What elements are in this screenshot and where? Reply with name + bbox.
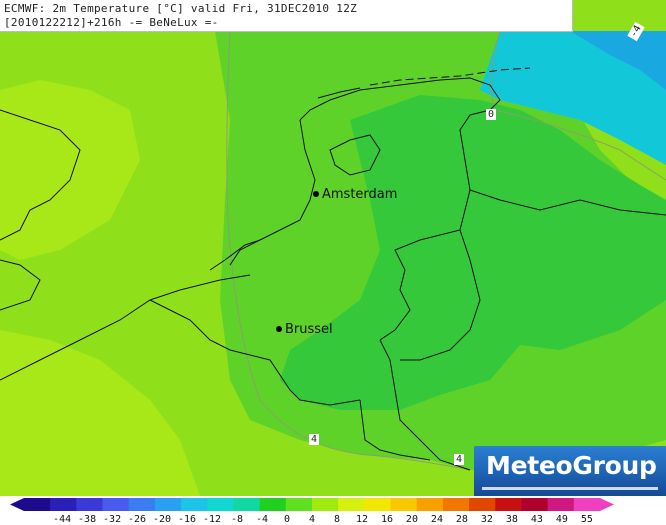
scale-tick-label: 38 bbox=[505, 514, 518, 525]
scale-swatch bbox=[154, 498, 182, 511]
scale-tick-label: 4 bbox=[308, 514, 316, 525]
city-label: Brussel bbox=[285, 322, 333, 337]
field-0-4 bbox=[280, 95, 666, 410]
isoline-label: 0 bbox=[486, 109, 497, 120]
scale-swatch bbox=[24, 498, 51, 511]
scale-arrow-left bbox=[10, 498, 24, 511]
field-12-plus-south bbox=[0, 330, 200, 496]
field-below-minus4 bbox=[570, 31, 666, 90]
scale-swatch bbox=[416, 498, 444, 511]
scale-tick-label: 12 bbox=[355, 514, 368, 525]
city-label: Amsterdam bbox=[322, 187, 398, 202]
scale-tick-label: -16 bbox=[178, 514, 197, 525]
color-scale: -44 -38 -32 -26 -20 -16 -12 -8 -4 0 4 8 12 16 20 24 28 32… bbox=[0, 496, 666, 525]
scale-tick-label: 16 bbox=[380, 514, 393, 525]
scale-swatch bbox=[338, 498, 365, 511]
scale-swatch bbox=[312, 498, 339, 511]
logo-text: MeteoGroup bbox=[486, 451, 657, 480]
scale-swatch bbox=[495, 498, 522, 511]
scale-swatch bbox=[285, 498, 313, 511]
scale-swatch bbox=[233, 498, 261, 511]
scale-swatch bbox=[181, 498, 208, 511]
scale-swatch bbox=[128, 498, 156, 511]
scale-tick-label: 55 bbox=[580, 514, 593, 525]
scale-tick-label: 43 bbox=[530, 514, 543, 525]
logo-underline bbox=[482, 487, 658, 490]
scale-tick-label: 0 bbox=[283, 514, 291, 525]
scale-tick-label: -20 bbox=[153, 514, 172, 525]
scale-tick-label: -44 bbox=[53, 514, 72, 525]
scale-tick-label: -8 bbox=[230, 514, 244, 525]
scale-tick-label: 32 bbox=[480, 514, 493, 525]
map-panel bbox=[0, 0, 666, 496]
header-subtitle: [2010122212]+216h -= BeNeLux =- bbox=[4, 16, 219, 29]
scale-swatch bbox=[76, 498, 104, 511]
isoline-label: 4 bbox=[454, 454, 465, 465]
scale-swatch bbox=[207, 498, 234, 511]
city-marker-icon bbox=[276, 325, 282, 332]
scale-tick-label: 49 bbox=[555, 514, 568, 525]
scale-swatch bbox=[442, 498, 470, 511]
scale-swatch bbox=[547, 498, 575, 511]
scale-tick-label: -26 bbox=[128, 514, 147, 525]
scale-swatch bbox=[390, 498, 418, 511]
scale-tick-label: -32 bbox=[103, 514, 122, 525]
map-header: ECMWF: 2m Temperature [°C] valid Fri, 31… bbox=[0, 0, 573, 32]
scale-swatch bbox=[50, 498, 77, 511]
field-12-plus bbox=[0, 80, 140, 260]
temperature-map bbox=[0, 0, 666, 496]
scale-tick-label: 24 bbox=[430, 514, 443, 525]
header-title: ECMWF: 2m Temperature [°C] valid Fri, 31… bbox=[4, 2, 358, 15]
scale-swatch bbox=[102, 498, 130, 511]
city-brussel: Brussel bbox=[276, 322, 333, 337]
scale-tick-label: 20 bbox=[405, 514, 418, 525]
isotherm-line-zero bbox=[490, 30, 666, 181]
scale-tick-label: -4 bbox=[255, 514, 269, 525]
scale-tick-label: -12 bbox=[203, 514, 222, 525]
borders bbox=[0, 67, 666, 471]
scale-swatch bbox=[573, 498, 601, 511]
isoline-label: 4 bbox=[309, 434, 320, 445]
meteogroup-logo: MeteoGroup bbox=[474, 446, 666, 496]
scale-arrow-right bbox=[600, 498, 614, 511]
scale-tick-label: 8 bbox=[333, 514, 340, 525]
scale-tick-label: -38 bbox=[78, 514, 97, 525]
scale-swatch bbox=[469, 498, 496, 511]
city-marker-icon bbox=[313, 190, 319, 197]
scale-swatch bbox=[521, 498, 549, 511]
city-amsterdam: Amsterdam bbox=[313, 187, 397, 202]
scale-swatch bbox=[259, 498, 287, 511]
isotherm-line bbox=[226, 30, 471, 471]
scale-swatch bbox=[364, 498, 392, 511]
scale-tick-label: 28 bbox=[455, 514, 468, 525]
field-below-0 bbox=[480, 31, 666, 165]
color-scale-bar bbox=[10, 498, 614, 511]
